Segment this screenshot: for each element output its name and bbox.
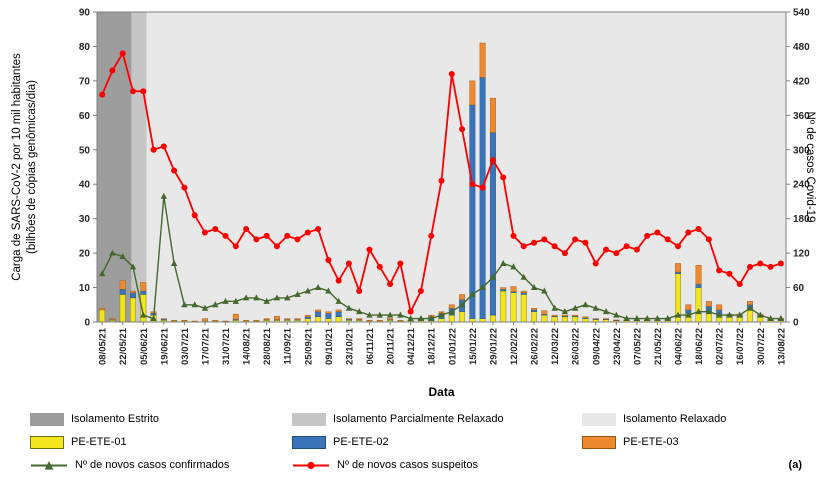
isolamento-parcial-swatch: [292, 412, 326, 426]
svg-text:29/01/22: 29/01/22: [488, 328, 499, 365]
svg-text:13/08/22: 13/08/22: [776, 328, 787, 365]
pe-ete-02-swatch: [292, 435, 326, 449]
svg-text:18/12/21: 18/12/21: [427, 327, 438, 365]
svg-text:300: 300: [793, 145, 810, 156]
svg-text:05/06/21: 05/06/21: [139, 327, 150, 365]
chart-legend: Isolamento Estrito Isolamento Parcialmen…: [0, 407, 816, 472]
svg-text:0: 0: [84, 318, 90, 329]
svg-text:09/10/21: 09/10/21: [324, 327, 335, 365]
svg-text:180: 180: [793, 214, 810, 225]
svg-text:14/08/21: 14/08/21: [242, 327, 253, 365]
legend-item-pe-ete-01: PE-ETE-01: [30, 435, 292, 449]
legend-label: PE-ETE-03: [623, 436, 679, 448]
legend-label: Isolamento Parcialmente Relaxado: [333, 413, 504, 425]
svg-text:23/04/22: 23/04/22: [612, 328, 623, 365]
figure-panel-label: (a): [788, 459, 802, 471]
svg-text:90: 90: [79, 8, 91, 19]
svg-text:04/06/22: 04/06/22: [674, 328, 685, 365]
svg-text:80: 80: [79, 42, 91, 53]
svg-text:31/07/21: 31/07/21: [221, 327, 232, 365]
svg-text:50: 50: [79, 145, 91, 156]
pe-ete-03-swatch: [582, 435, 616, 449]
svg-text:40: 40: [79, 180, 91, 191]
svg-text:360: 360: [793, 111, 810, 122]
svg-text:Data: Data: [428, 385, 454, 399]
svg-text:06/11/21: 06/11/21: [365, 327, 376, 364]
pe-ete-01-swatch: [30, 435, 64, 449]
svg-text:20/11/21: 20/11/21: [386, 327, 397, 364]
legend-item-casos-suspeitos: Nº de novos casos suspeitos: [292, 458, 582, 472]
svg-text:21/05/22: 21/05/22: [653, 328, 664, 365]
svg-text:17/07/21: 17/07/21: [200, 327, 211, 365]
confirmed-cases-line-swatch: [31, 460, 67, 470]
svg-text:18/06/22: 18/06/22: [694, 328, 705, 365]
svg-text:Nº de casos Covid-19: Nº de casos Covid-19: [804, 112, 816, 223]
legend-label: PE-ETE-01: [71, 436, 127, 448]
legend-item-isolamento-relaxado: Isolamento Relaxado: [582, 412, 804, 426]
suspected-cases-line-swatch: [293, 461, 329, 469]
svg-text:11/09/21: 11/09/21: [283, 327, 294, 364]
svg-text:(bilhões de cópias genômicas/d: (bilhões de cópias genômicas/dia): [26, 80, 38, 254]
svg-text:08/05/21: 08/05/21: [98, 327, 109, 365]
svg-text:09/04/22: 09/04/22: [591, 328, 602, 365]
svg-text:10: 10: [79, 283, 91, 294]
legend-item-isolamento-parcialmente-relaxado: Isolamento Parcialmente Relaxado: [292, 412, 582, 426]
svg-text:26/03/22: 26/03/22: [571, 328, 582, 365]
svg-text:120: 120: [793, 249, 810, 260]
svg-text:15/01/22: 15/01/22: [468, 328, 479, 365]
svg-text:02/07/22: 02/07/22: [715, 328, 726, 365]
svg-text:23/10/21: 23/10/21: [344, 327, 355, 365]
svg-text:04/12/21: 04/12/21: [406, 327, 417, 365]
legend-item-pe-ete-03: PE-ETE-03: [582, 435, 804, 449]
svg-text:20: 20: [79, 249, 91, 260]
svg-text:240: 240: [793, 180, 810, 191]
svg-text:12/03/22: 12/03/22: [550, 328, 561, 365]
svg-text:22/05/21: 22/05/21: [118, 327, 129, 365]
svg-text:60: 60: [79, 111, 91, 122]
isolamento-estrito-swatch: [30, 412, 64, 426]
legend-item-casos-confirmados: Nº de novos casos confirmados: [30, 458, 292, 472]
svg-text:19/06/21: 19/06/21: [159, 327, 170, 365]
svg-text:25/09/21: 25/09/21: [303, 327, 314, 365]
svg-text:0: 0: [793, 318, 799, 329]
svg-text:03/07/21: 03/07/21: [180, 327, 191, 365]
svg-text:12/02/22: 12/02/22: [509, 328, 520, 365]
legend-item-pe-ete-02: PE-ETE-02: [292, 435, 582, 449]
legend-item-isolamento-estrito: Isolamento Estrito: [30, 412, 292, 426]
svg-text:480: 480: [793, 42, 810, 53]
svg-text:26/02/22: 26/02/22: [530, 328, 541, 365]
isolamento-relaxado-swatch: [582, 412, 616, 426]
svg-text:07/05/22: 07/05/22: [632, 328, 643, 365]
svg-text:70: 70: [79, 76, 91, 87]
legend-label: Isolamento Relaxado: [623, 413, 727, 425]
legend-label: Isolamento Estrito: [71, 413, 160, 425]
svg-text:16/07/22: 16/07/22: [735, 328, 746, 365]
legend-label: Nº de novos casos confirmados: [75, 459, 230, 471]
svg-text:Carga de SARS-CoV-2 por 10 mil: Carga de SARS-CoV-2 por 10 mil habitante…: [11, 53, 23, 281]
svg-text:28/08/21: 28/08/21: [262, 327, 273, 365]
svg-text:30: 30: [79, 214, 91, 225]
combo-chart: 0 10 20 30 40 50 60 70 80 90 0 60 120 180 240 300 360 420…: [11, 8, 816, 400]
svg-text:01/01/22: 01/01/22: [447, 328, 458, 365]
svg-text:60: 60: [793, 283, 805, 294]
legend-label: Nº de novos casos suspeitos: [337, 459, 478, 471]
legend-label: PE-ETE-02: [333, 436, 389, 448]
svg-text:420: 420: [793, 76, 810, 87]
svg-text:30/07/22: 30/07/22: [756, 328, 767, 365]
svg-text:540: 540: [793, 8, 810, 19]
